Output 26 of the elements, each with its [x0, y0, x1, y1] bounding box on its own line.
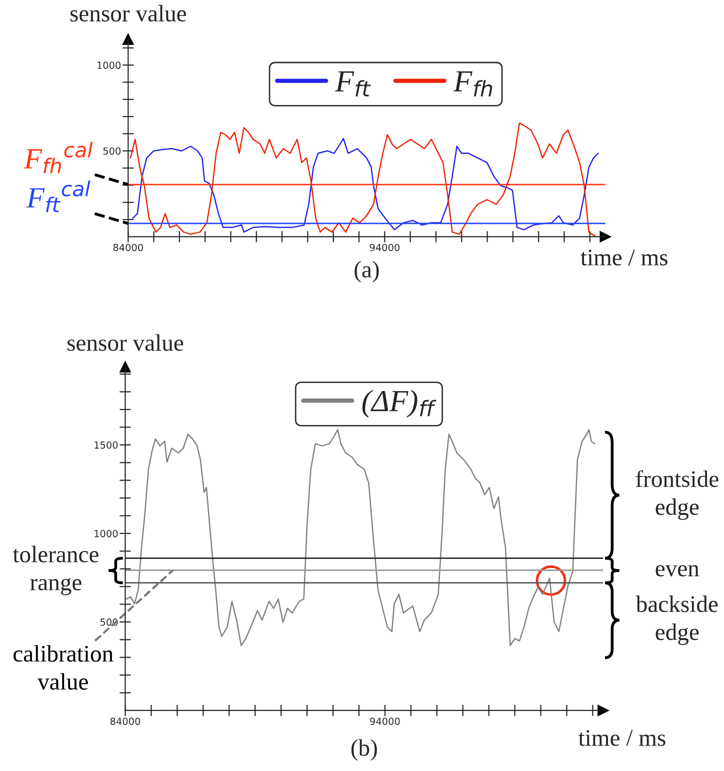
y-tick-label: 1000	[98, 62, 121, 69]
legend-label: (ΔF)$_{ff}$	[362, 390, 436, 418]
x-tick-label: 94000	[370, 244, 400, 252]
x-tick-label: 94000	[370, 718, 400, 725]
text: backside edge	[636, 596, 718, 645]
text: (a)	[354, 260, 379, 282]
y-axis-title: sensor value	[68, 334, 184, 351]
y-tick-label: 500	[103, 147, 121, 155]
x-tick-label: 84000	[113, 244, 143, 252]
legend-label: F$_{fh}$	[453, 71, 492, 96]
x-axis-title: time / ms	[578, 730, 666, 746]
y-tick-label: 1000	[94, 530, 118, 538]
text: frontside edge	[636, 470, 718, 520]
ref-line-label: F$_{fh}$$^{cal}$	[24, 142, 93, 174]
line-series	[130, 122, 596, 237]
text: (b)	[351, 739, 377, 761]
text: tolerance range	[12, 546, 98, 596]
x-tick-label: 84000	[110, 718, 140, 725]
y-tick-label: 1500	[94, 441, 118, 449]
x-axis-title: time / ms	[580, 250, 668, 266]
legend-label: F$_{ft}$	[335, 71, 371, 96]
ref-line-label: F$_{ft}$$^{cal}$	[26, 180, 90, 212]
text: even	[656, 565, 700, 576]
line-series	[132, 138, 599, 233]
y-axis-title: sensor value	[70, 4, 186, 22]
ref-line-label: calibration value	[14, 645, 114, 690]
